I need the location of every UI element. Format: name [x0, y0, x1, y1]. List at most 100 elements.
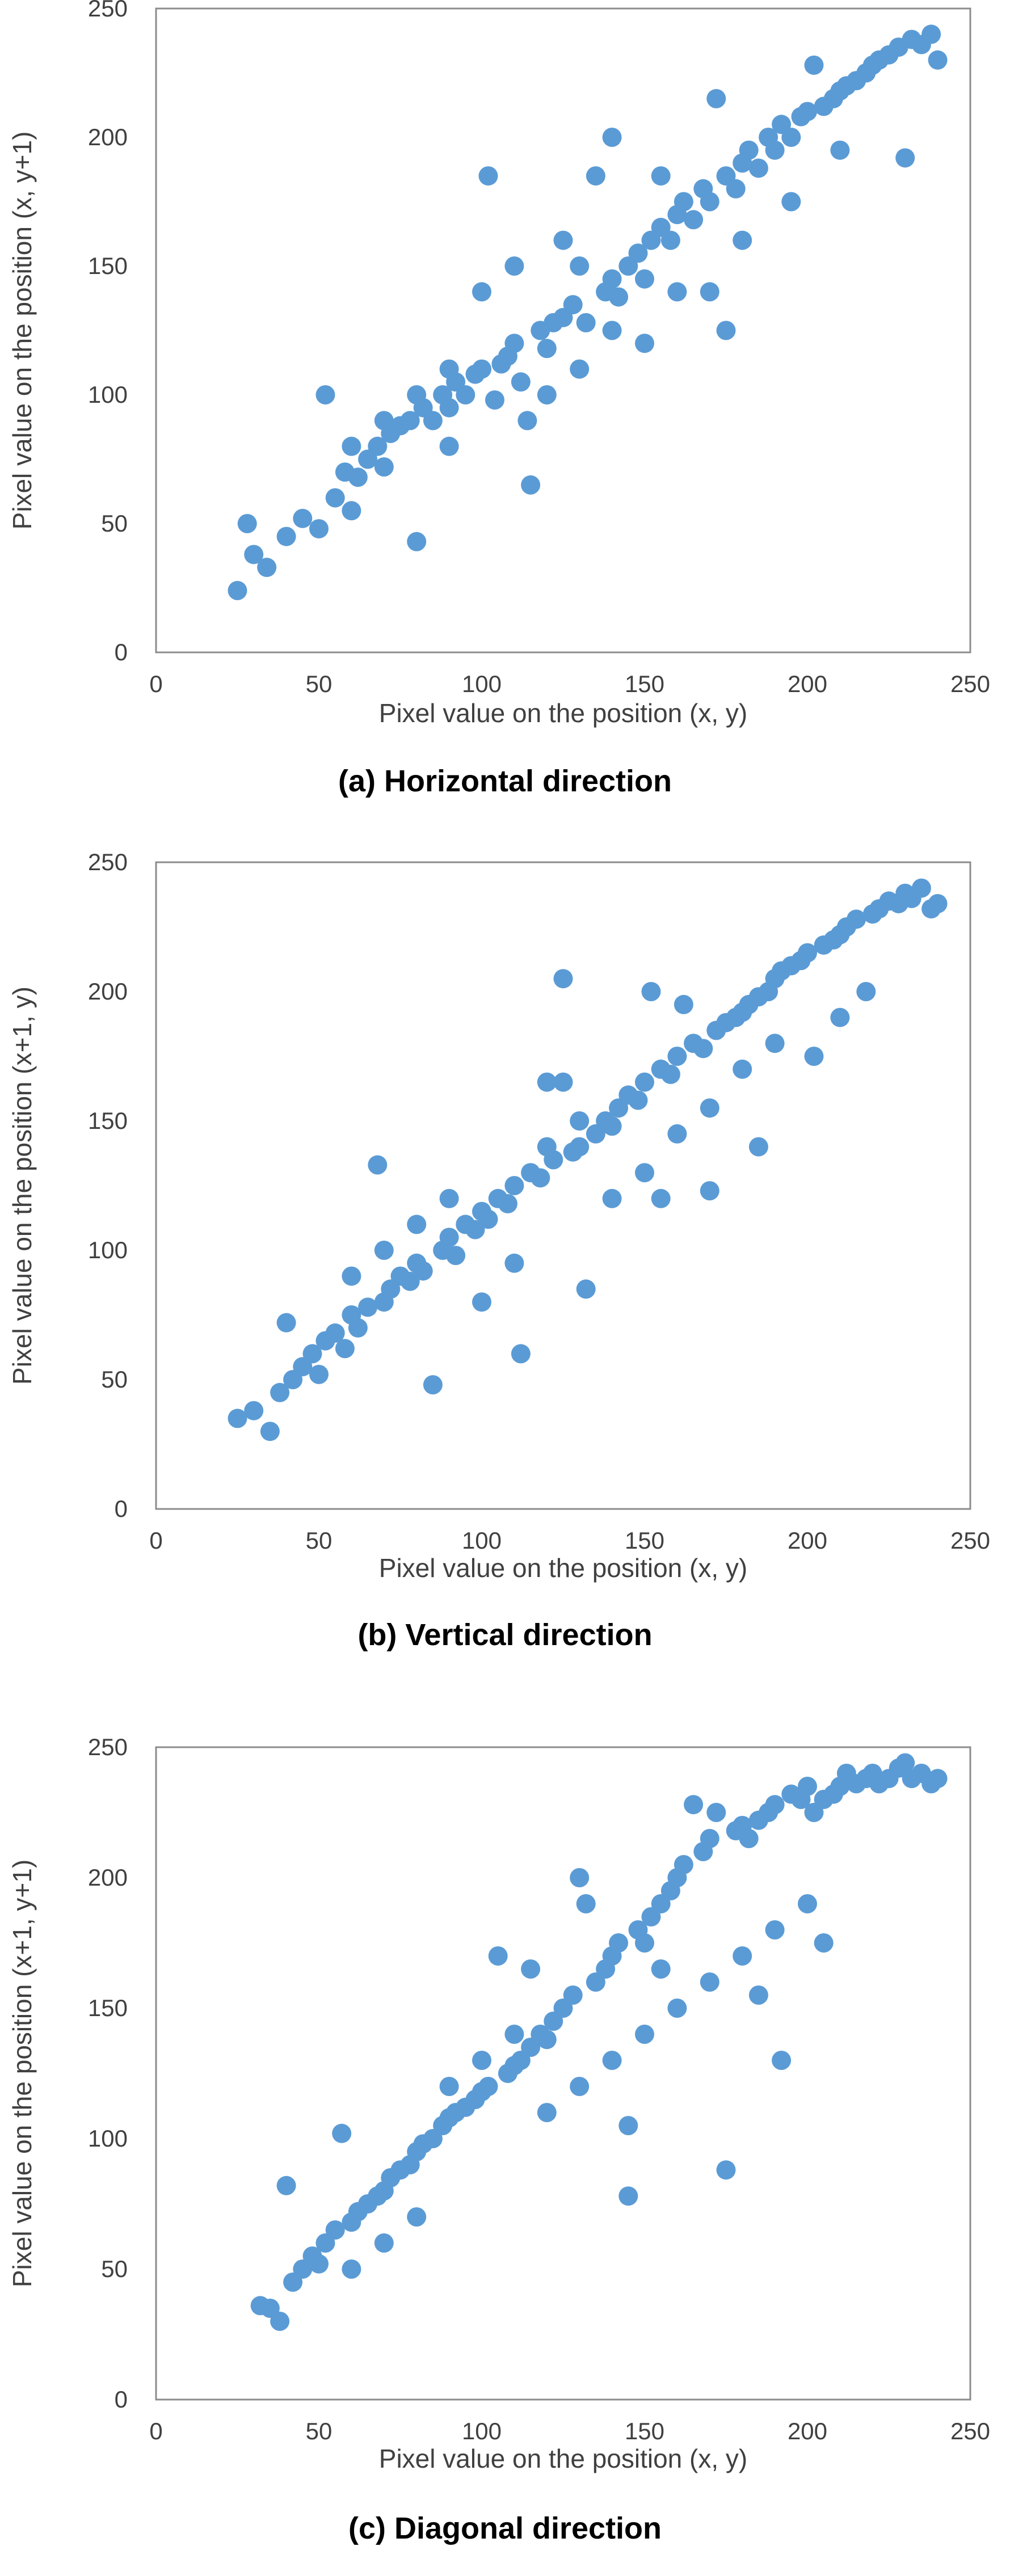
scatter-point [716, 2160, 736, 2180]
scatter-point [342, 1266, 361, 1286]
x-tick-label: 250 [950, 2418, 990, 2444]
x-tick-label: 150 [625, 2418, 664, 2444]
x-tick-label: 150 [625, 1527, 664, 1554]
scatter-point [635, 1072, 654, 1092]
scatter-point [368, 1155, 388, 1175]
scatter-point [553, 1072, 573, 1092]
scatter-point [537, 339, 557, 359]
scatter-point [660, 230, 680, 250]
scatter-point [472, 359, 491, 379]
x-tick-label: 250 [950, 1527, 990, 1554]
scatter-point [504, 256, 524, 276]
scatter-point [439, 359, 459, 379]
x-tick-label: 0 [149, 671, 162, 697]
scatter-point [348, 1318, 368, 1338]
scatter-point [553, 969, 573, 989]
y-axis-label: Pixel value on the position (x+1, y) [7, 986, 37, 1385]
scatter-point [674, 192, 693, 212]
scatter-point [667, 282, 687, 302]
scatter-point [504, 1176, 524, 1195]
scatter-point [830, 140, 850, 160]
scatter-point [400, 411, 420, 431]
scatter-point [563, 1985, 583, 2005]
x-axis-label: Pixel value on the position (x, y) [379, 2444, 747, 2473]
y-tick-label: 200 [88, 1864, 128, 1891]
scatter-point [498, 1194, 517, 1213]
scatter-point [781, 128, 801, 147]
scatter-point [928, 893, 948, 913]
scatter-point [358, 1297, 378, 1317]
scatter-point [748, 1985, 768, 2005]
y-axis-label: Pixel value on the position (x+1, y+1) [7, 1860, 37, 2287]
scatter-point [651, 1959, 671, 1979]
scatter-point [485, 390, 504, 410]
scatter-point [423, 411, 443, 431]
y-tick-label: 100 [88, 2125, 128, 2152]
scatter-point [576, 1279, 596, 1299]
scatter-point [700, 1829, 719, 1848]
scatter-point [693, 1039, 713, 1059]
scatter-point [335, 1339, 355, 1359]
scatter-point [635, 1933, 654, 1953]
scatter-point [609, 1933, 629, 1953]
scatter-point [674, 994, 693, 1014]
scatter-point [928, 50, 948, 70]
scatter-point [700, 1181, 719, 1201]
scatter-point [798, 1894, 817, 1913]
y-tick-label: 0 [115, 1495, 128, 1522]
scatter-point [895, 148, 915, 168]
scatter-point [472, 2051, 491, 2070]
scatter-point [472, 1292, 491, 1312]
x-tick-label: 150 [625, 671, 664, 697]
scatter-point [342, 501, 361, 521]
panel-vertical: 0 50 100 150 200 250 0 50 100 150 200 250 Pixel valu… [7, 849, 990, 1652]
scatter-point [270, 2312, 290, 2331]
scatter-point [325, 1323, 345, 1343]
scatter-point [407, 532, 427, 551]
y-tick-label: 200 [88, 978, 128, 1005]
scatter-point [895, 1753, 915, 1773]
y-tick-label: 150 [88, 1107, 128, 1134]
scatter-point [602, 128, 622, 147]
scatter-point [651, 1188, 671, 1208]
scatter-point [439, 436, 459, 456]
scatter-point [641, 982, 661, 1001]
scatter-point [586, 166, 605, 186]
scatter-point [570, 1137, 590, 1157]
scatter-point [521, 475, 541, 495]
scatter-point [511, 1344, 531, 1364]
panel-diagonal: 0 50 100 150 200 250 0 50 100 150 200 250 Pixel valu… [7, 1734, 990, 2545]
scatter-point [635, 2025, 654, 2044]
scatter-point [504, 334, 524, 353]
scatter-point [700, 192, 719, 212]
scatter-point [765, 1920, 785, 1940]
scatter-point [570, 1111, 590, 1131]
scatter-point [928, 1769, 948, 1789]
scatter-point [748, 1137, 768, 1157]
x-axis-label: Pixel value on the position (x, y) [379, 698, 747, 728]
scatter-point [706, 88, 726, 108]
scatter-point [814, 1933, 834, 1953]
scatter-point [439, 398, 459, 418]
scatter-point [374, 1241, 394, 1260]
x-tick-label: 50 [306, 1527, 333, 1554]
scatter-point [635, 1163, 654, 1183]
scatter-point [570, 1868, 590, 1887]
x-tick-label: 0 [149, 1527, 162, 1554]
scatter-point [537, 2030, 557, 2050]
scatter-point [667, 1999, 687, 2018]
y-axis-label: Pixel value on the position (x, y+1) [7, 132, 37, 530]
scatter-point [700, 1972, 719, 1992]
scatter-point [563, 295, 583, 315]
scatter-point [511, 372, 531, 392]
x-tick-label: 0 [149, 2418, 162, 2444]
scatter-point [804, 1047, 824, 1066]
scatter-point [276, 526, 296, 546]
y-tick-label: 0 [115, 639, 128, 665]
scatter-point [228, 581, 247, 601]
scatter-point [667, 1047, 687, 1066]
x-tick-label: 50 [306, 671, 333, 697]
scatter-point [748, 158, 768, 178]
y-tick-label: 250 [88, 0, 128, 22]
scatter-point [488, 1946, 508, 1966]
